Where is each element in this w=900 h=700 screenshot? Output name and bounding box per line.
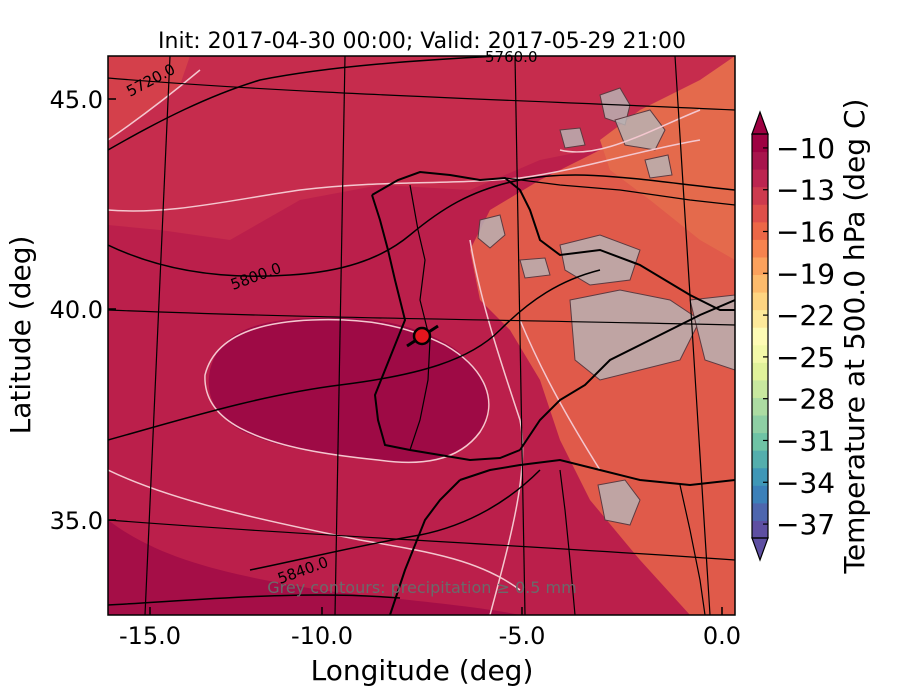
isotherm-contours (108, 69, 701, 615)
x-ticks (149, 607, 723, 615)
x-tick-label: -5.0 (499, 622, 546, 650)
temperature-field-south (108, 520, 520, 615)
colorbar-segment (752, 204, 768, 223)
x-tick-label: -15.0 (119, 622, 181, 650)
colorbar-segment (752, 450, 768, 469)
colorbar-segment (752, 134, 768, 153)
colorbar-segment (752, 239, 768, 258)
y-tick-label: 40.0 (50, 296, 103, 324)
colorbar-segment (752, 397, 768, 416)
colorbar-tick-label: −37 (776, 508, 835, 541)
colorbar-segment (752, 327, 768, 346)
colorbar: −10 −13 −16 −19 −22 −25 −28 −31 −34 −37 (751, 110, 835, 562)
colorbar-segment (752, 502, 768, 521)
colorbar-segment (752, 344, 768, 363)
colorbar-segment (752, 256, 768, 276)
x-tick-label: 0.0 (703, 622, 741, 650)
colorbar-segments (752, 134, 768, 539)
colorbar-segment (752, 467, 768, 486)
colorbar-tick-label: −22 (776, 299, 835, 332)
colorbar-label: Temperature at 500.0 hPa (deg C) (838, 99, 871, 575)
colorbar-tick-label: −34 (776, 466, 835, 499)
graticule (108, 56, 735, 615)
colorbar-segment (752, 362, 768, 381)
temperature-field-northwest (108, 56, 735, 240)
contour-label-5760: 5760.0 (485, 48, 538, 66)
colorbar-segment (752, 186, 768, 205)
colorbar-tick-label: −13 (776, 174, 835, 207)
colorbar-segment (752, 221, 768, 240)
coastlines (371, 170, 735, 615)
colorbar-tick-label: −16 (776, 216, 835, 249)
colorbar-tick-label: −19 (776, 257, 835, 290)
x-axis-label: Longitude (deg) (311, 654, 534, 687)
map-title: Init: 2017-04-30 00:00; Valid: 2017-05-2… (158, 29, 686, 54)
colorbar-tick-label: −25 (776, 341, 835, 374)
colorbar-segment (752, 485, 768, 504)
colorbar-ticks: −10 −13 −16 −19 −22 −25 −28 −31 −34 −37 (763, 132, 835, 541)
colorbar-segment (752, 520, 768, 539)
colorbar-segment (752, 151, 768, 170)
colorbar-frame (751, 133, 769, 539)
country-borders (409, 177, 735, 615)
colorbar-segment (752, 309, 768, 328)
colorbar-max-extension (751, 110, 769, 135)
colorbar-min-extension (751, 537, 769, 562)
map-panel (108, 56, 735, 615)
colorbar-segment (752, 292, 768, 311)
colorbar-segment (752, 432, 768, 451)
y-tick-label: 45.0 (50, 86, 103, 114)
colorbar-tick-label: −10 (776, 132, 835, 165)
colorbar-tick-label: −28 (776, 383, 835, 416)
colorbar-segment (752, 169, 768, 188)
colorbar-tick-label: −31 (776, 424, 835, 457)
colorbar-segment (752, 274, 768, 293)
colorbar-segment (752, 415, 768, 434)
map-frame (107, 55, 736, 616)
location-marker (406, 324, 439, 348)
colorbar-segment (752, 379, 768, 398)
x-tick-label: -10.0 (291, 622, 353, 650)
precipitation-note: Grey contours: precipitation ≥ 0.5 mm (267, 578, 576, 597)
y-ticks (108, 98, 116, 521)
y-axis-label: Latitude (deg) (4, 236, 37, 435)
y-tick-label: 35.0 (50, 507, 103, 535)
